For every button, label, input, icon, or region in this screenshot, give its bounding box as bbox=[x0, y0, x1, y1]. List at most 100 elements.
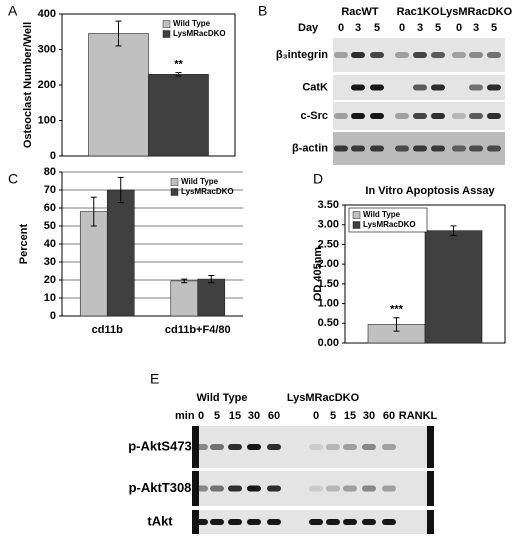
blot-band bbox=[452, 52, 466, 58]
blot-band bbox=[370, 84, 384, 91]
legend-label: LysMRacDKO bbox=[363, 220, 416, 229]
blot-band bbox=[413, 52, 427, 58]
lane-label: 5 bbox=[214, 410, 220, 422]
blot-band bbox=[362, 444, 376, 450]
legend-label: Wild Type bbox=[181, 177, 219, 186]
panel-letter: A bbox=[8, 3, 18, 19]
blot-band bbox=[395, 52, 409, 58]
marker-lane bbox=[192, 510, 199, 534]
blot-band bbox=[326, 444, 340, 450]
blot-band bbox=[370, 113, 384, 119]
y-tick-label: 20 bbox=[44, 274, 56, 286]
blot-band bbox=[228, 519, 242, 525]
blot-band bbox=[431, 113, 445, 119]
bar bbox=[197, 278, 226, 317]
bar bbox=[88, 33, 149, 157]
panel-letter: C bbox=[8, 171, 18, 187]
blot-band bbox=[487, 84, 501, 91]
legend-label: LysMRacDKO bbox=[181, 187, 234, 196]
blot-band bbox=[452, 113, 466, 119]
blot-band bbox=[382, 444, 396, 450]
marker-lane bbox=[427, 510, 434, 534]
lane-label: 5 bbox=[330, 410, 336, 422]
bar bbox=[148, 74, 209, 157]
blot-band bbox=[431, 145, 445, 152]
legend-swatch bbox=[162, 30, 171, 38]
lane-label: 60 bbox=[383, 410, 395, 422]
legend-label: Wild Type bbox=[173, 19, 211, 28]
y-tick-label: 2.00 bbox=[318, 258, 339, 270]
y-tick-label: 80 bbox=[44, 166, 56, 178]
legend-swatch bbox=[352, 211, 361, 219]
legend-swatch bbox=[170, 178, 179, 186]
blot-band bbox=[267, 444, 281, 450]
legend-label: LysMRacDKO bbox=[173, 29, 226, 38]
row-label: β₃integrin bbox=[276, 49, 328, 61]
y-tick-label: 0.00 bbox=[318, 337, 339, 349]
legend-swatch bbox=[162, 20, 171, 28]
annotation: ** bbox=[174, 58, 183, 70]
y-tick-label: 10 bbox=[44, 292, 56, 304]
y-tick-label: 0 bbox=[50, 150, 56, 162]
blot-band bbox=[309, 485, 323, 492]
blot-band bbox=[343, 519, 357, 525]
lane-label: 15 bbox=[344, 410, 356, 422]
group-label: RacWT bbox=[341, 6, 379, 18]
row-label: c-Src bbox=[300, 110, 328, 122]
lane-label: 3 bbox=[417, 22, 423, 34]
error-bar bbox=[393, 317, 400, 332]
lane-title: Day bbox=[298, 22, 319, 34]
row-label: p-AktT308 bbox=[129, 480, 192, 495]
blot-band bbox=[431, 52, 445, 58]
y-tick-label: 3.00 bbox=[318, 219, 339, 231]
y-tick-label: 100 bbox=[38, 114, 56, 126]
blot-band bbox=[210, 519, 224, 525]
group-label: Wild Type bbox=[196, 392, 247, 404]
y-axis-label: Percent bbox=[18, 223, 30, 264]
panel-letter: D bbox=[313, 171, 323, 187]
blot-band bbox=[487, 145, 501, 152]
y-tick-label: 60 bbox=[44, 202, 56, 214]
group-label: LysMRacDKO bbox=[440, 6, 513, 18]
blot-band bbox=[382, 519, 396, 525]
blot-band bbox=[382, 485, 396, 492]
y-tick-label: 300 bbox=[38, 43, 56, 55]
y-axis-label: OD 405nm bbox=[312, 247, 324, 302]
lane-title: min bbox=[175, 410, 195, 422]
lane-label: 5 bbox=[491, 22, 497, 34]
y-tick-label: 50 bbox=[44, 220, 56, 232]
error-bar bbox=[450, 225, 457, 236]
blot-band bbox=[247, 485, 261, 492]
y-tick-label: 0.50 bbox=[318, 317, 339, 329]
y-tick-label: 70 bbox=[44, 184, 56, 196]
blot-band bbox=[309, 444, 323, 450]
row-label: β-actin bbox=[292, 142, 328, 154]
y-tick-label: 200 bbox=[38, 79, 56, 91]
blot-band bbox=[343, 444, 357, 450]
blot-band bbox=[469, 113, 483, 119]
row-label: p-AktS473 bbox=[128, 438, 192, 453]
blot-band bbox=[334, 52, 348, 58]
lane-label: 0 bbox=[313, 410, 319, 422]
blot-band bbox=[413, 84, 427, 91]
blot-band bbox=[267, 485, 281, 492]
blot-band bbox=[351, 52, 365, 58]
blot-band bbox=[267, 519, 281, 525]
bar bbox=[170, 280, 199, 317]
error-bar bbox=[175, 72, 182, 77]
blot-band bbox=[469, 145, 483, 152]
error-bar bbox=[208, 275, 215, 284]
lane-label: 3 bbox=[473, 22, 479, 34]
annotation: *** bbox=[390, 304, 404, 316]
blot-band bbox=[210, 485, 224, 492]
y-tick-label: 2.50 bbox=[318, 238, 339, 250]
row-label: tAkt bbox=[147, 513, 173, 528]
blot-band bbox=[334, 113, 348, 119]
lane-label: 30 bbox=[363, 410, 375, 422]
lane-label: 0 bbox=[338, 22, 344, 34]
blot-band bbox=[210, 444, 224, 450]
lane-label: 0 bbox=[456, 22, 462, 34]
blot-band bbox=[326, 519, 340, 525]
blot-band bbox=[362, 485, 376, 492]
